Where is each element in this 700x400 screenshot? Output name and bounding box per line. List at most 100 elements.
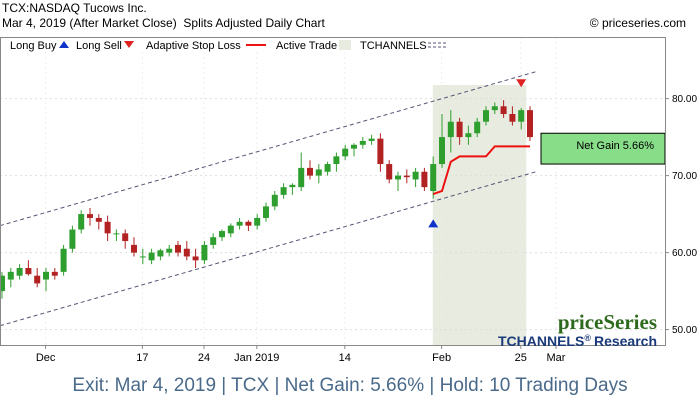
- candle: [430, 156, 437, 199]
- ticker-title: TCX:NASDAQ Tucows Inc.: [2, 1, 147, 15]
- legend-active-trade-label: Active Trade: [276, 40, 337, 52]
- candle-body: [131, 244, 137, 253]
- candle: [51, 268, 58, 280]
- footer-gain: Net Gain: 5.66%: [284, 375, 425, 396]
- candle: [0, 271, 5, 299]
- candle-body: [518, 110, 525, 122]
- candle-body: [368, 138, 375, 141]
- candle-body: [403, 175, 410, 178]
- candle: [403, 169, 410, 184]
- candle: [298, 152, 305, 191]
- candle: [192, 248, 199, 268]
- candle: [245, 220, 252, 232]
- candle-body: [359, 140, 366, 145]
- candle-body: [439, 137, 445, 165]
- candle: [465, 125, 472, 145]
- candle-body: [78, 214, 85, 230]
- candle: [34, 268, 41, 288]
- candle-body: [157, 250, 164, 257]
- candle-body: [483, 110, 489, 122]
- candle: [139, 248, 146, 265]
- legend-tchannels-label: TCHANNELS: [360, 40, 427, 52]
- candle-body: [509, 114, 516, 122]
- legend-long-buy-label: Long Buy: [10, 40, 57, 52]
- candle: [87, 207, 93, 226]
- footer-sep-1: |: [216, 375, 232, 396]
- legend: Long Buy Long Sell Adaptive Stop Loss Ac…: [1, 38, 457, 52]
- candle: [43, 268, 49, 292]
- candle-body: [25, 268, 32, 275]
- candle-body: [113, 233, 120, 235]
- candle: [527, 106, 533, 141]
- candle-body: [333, 156, 340, 165]
- candle: [439, 114, 445, 168]
- watermark-product: TCHANNELS: [498, 333, 584, 349]
- candle-body: [148, 252, 155, 261]
- footer-sep-3: |: [424, 375, 440, 396]
- candle-body: [43, 271, 49, 280]
- candle: [175, 241, 181, 257]
- candle-body: [227, 225, 234, 234]
- candle-body: [465, 133, 472, 138]
- candle-body: [175, 244, 181, 253]
- x-tick-label: Jan 2019: [234, 352, 279, 364]
- candle-body: [386, 164, 393, 180]
- candle: [263, 202, 269, 222]
- candle: [386, 160, 393, 184]
- candle-body: [95, 217, 102, 222]
- candle: [377, 133, 384, 172]
- candle: [342, 144, 349, 161]
- candle: [483, 106, 489, 126]
- candle: [210, 233, 217, 249]
- chart-subtitle: Mar 4, 2019 (After Market Close) Splits …: [2, 16, 325, 30]
- candle: [333, 152, 340, 172]
- y-axis: 50.00 60.00 70.00 80.00: [665, 94, 697, 336]
- tchannel-layer: [0, 71, 537, 327]
- candle-body: [104, 221, 111, 234]
- candle-body: [430, 164, 437, 191]
- candle: [324, 161, 331, 176]
- candle-body: [245, 221, 252, 226]
- x-tick-label: Mar: [547, 352, 566, 364]
- candle-body: [183, 248, 190, 257]
- plot-frame: [0, 37, 666, 346]
- candle-body: [0, 275, 5, 292]
- candle: [7, 268, 14, 288]
- candle-body: [527, 110, 533, 138]
- footer-symbol: TCX: [231, 375, 270, 396]
- plot-background: [0, 37, 665, 345]
- candle-body: [210, 237, 217, 245]
- long-buy-arrow: [428, 219, 439, 228]
- candle: [491, 102, 498, 114]
- x-tick-label: Dec: [36, 352, 56, 364]
- stop-loss-layer: [432, 145, 530, 196]
- long-sell-legend-icon: [124, 41, 134, 48]
- candle: [122, 229, 129, 249]
- candle: [368, 134, 375, 145]
- candle-body: [351, 144, 357, 149]
- candle-body: [324, 164, 331, 172]
- candle-body: [395, 175, 401, 180]
- footer-sep-2: |: [269, 375, 285, 396]
- candle-body: [16, 268, 23, 276]
- net-gain-label: Net Gain 5.66%: [576, 140, 654, 152]
- candle-body: [236, 221, 243, 226]
- adaptive-stop-loss-line: [432, 145, 530, 196]
- candle: [412, 167, 419, 188]
- candle: [518, 107, 525, 130]
- candle-body: [7, 271, 14, 280]
- candle: [280, 183, 287, 199]
- legend-adaptive-stop-label: Adaptive Stop Loss: [146, 40, 241, 52]
- footer-hold: Hold: 10 Trading Days: [439, 375, 628, 396]
- candle-body: [166, 248, 173, 253]
- candle: [183, 241, 190, 261]
- candle-body: [500, 106, 507, 114]
- footer-exit: Exit: Mar 4, 2019: [72, 375, 217, 396]
- x-axis: Dec 17 24 Jan 2019 14 Feb 25 Mar: [36, 345, 566, 364]
- candle-body: [87, 214, 93, 218]
- candle-body: [60, 248, 67, 272]
- candle: [351, 143, 357, 157]
- grid-layer: [0, 37, 665, 345]
- candle-body: [122, 233, 129, 242]
- tchannels-research-watermark: TCHANNELS® Research: [498, 333, 657, 349]
